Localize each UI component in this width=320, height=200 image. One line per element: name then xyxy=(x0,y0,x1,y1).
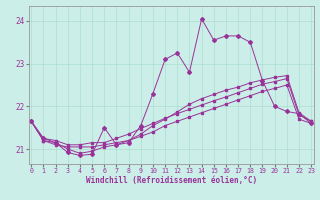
X-axis label: Windchill (Refroidissement éolien,°C): Windchill (Refroidissement éolien,°C) xyxy=(86,176,257,185)
